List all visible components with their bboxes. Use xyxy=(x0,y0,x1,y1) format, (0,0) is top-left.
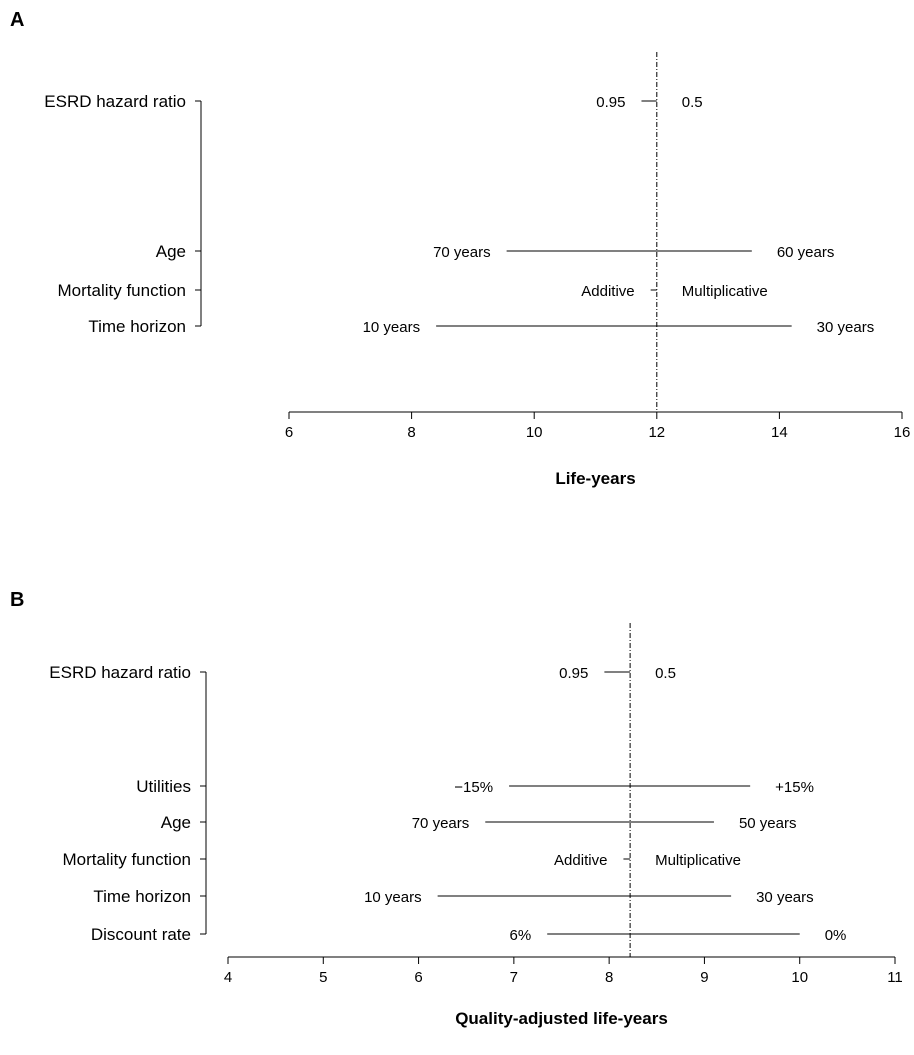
bar-high-label: 0% xyxy=(825,927,847,944)
bar-low-label: −15% xyxy=(454,779,493,796)
bar-high-label: Multiplicative xyxy=(682,283,768,300)
panel-letter: A xyxy=(10,9,24,31)
bar-high-label: 50 years xyxy=(739,815,797,832)
x-tick-label: 5 xyxy=(319,969,327,986)
bar-high-label: 60 years xyxy=(777,244,835,261)
x-tick-label: 6 xyxy=(285,424,293,441)
bar-low-label: 10 years xyxy=(364,889,422,906)
bar-low-label: 10 years xyxy=(363,319,421,336)
row-label: Age xyxy=(156,242,186,261)
row-label: Discount rate xyxy=(91,925,191,944)
x-tick-label: 10 xyxy=(791,969,808,986)
row-label: Utilities xyxy=(136,777,191,796)
x-tick-label: 9 xyxy=(700,969,708,986)
row-label: Age xyxy=(161,813,191,832)
bar-high-label: 0.5 xyxy=(655,665,676,682)
x-tick-label: 14 xyxy=(771,424,788,441)
bar-high-label: 0.5 xyxy=(682,94,703,111)
x-tick-label: 8 xyxy=(407,424,415,441)
row-label: ESRD hazard ratio xyxy=(44,92,186,111)
row-label: ESRD hazard ratio xyxy=(49,663,191,682)
bar-low-label: 0.95 xyxy=(596,94,625,111)
row-label: Mortality function xyxy=(63,850,192,869)
bar-low-label: 6% xyxy=(510,927,532,944)
bar-low-label: 0.95 xyxy=(559,665,588,682)
x-tick-label: 8 xyxy=(605,969,613,986)
bar-high-label: 30 years xyxy=(817,319,875,336)
bar-low-label: Additive xyxy=(554,852,607,869)
bar-low-label: 70 years xyxy=(412,815,470,832)
bar-high-label: 30 years xyxy=(756,889,814,906)
x-tick-label: 10 xyxy=(526,424,543,441)
x-axis-title: Life-years xyxy=(555,469,635,488)
x-tick-label: 11 xyxy=(887,969,903,986)
row-label: Time horizon xyxy=(88,317,186,336)
x-tick-label: 7 xyxy=(510,969,518,986)
bar-high-label: Multiplicative xyxy=(655,852,741,869)
bar-low-label: 70 years xyxy=(433,244,491,261)
bar-low-label: Additive xyxy=(581,283,634,300)
x-tick-label: 4 xyxy=(224,969,232,986)
x-tick-label: 6 xyxy=(414,969,422,986)
x-axis-title: Quality-adjusted life-years xyxy=(455,1009,668,1028)
x-tick-label: 16 xyxy=(894,424,911,441)
bar-high-label: +15% xyxy=(775,779,814,796)
x-tick-label: 12 xyxy=(648,424,665,441)
row-label: Mortality function xyxy=(58,281,187,300)
row-label: Time horizon xyxy=(93,887,191,906)
panel-letter: B xyxy=(10,589,24,611)
